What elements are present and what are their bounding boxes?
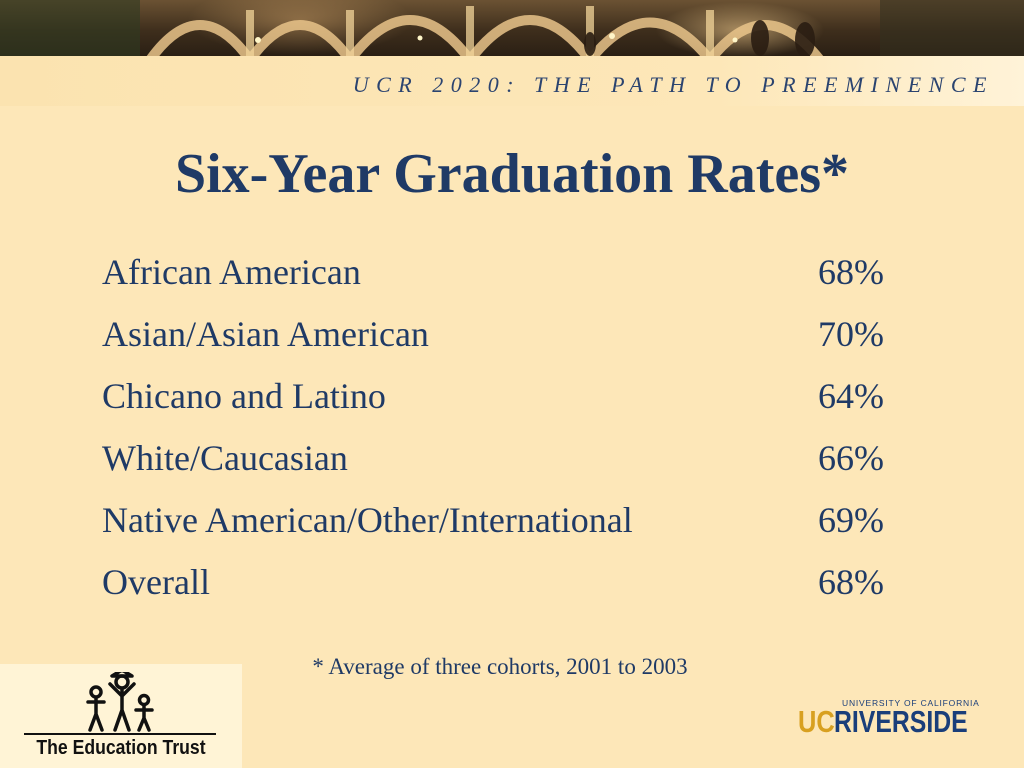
row-value: 68%: [818, 562, 884, 602]
ucr-uc-letters: UC: [798, 704, 835, 739]
row-value: 66%: [818, 438, 884, 478]
table-row: Chicano and Latino 64%: [102, 376, 902, 438]
table-row: White/Caucasian 66%: [102, 438, 902, 500]
row-value: 64%: [818, 376, 884, 416]
row-label: White/Caucasian: [102, 438, 348, 478]
table-row: Asian/Asian American 70%: [102, 314, 902, 376]
table-row: Overall 68%: [102, 562, 902, 624]
footnote: * Average of three cohorts, 2001 to 2003: [312, 654, 688, 679]
row-value: 68%: [818, 252, 884, 292]
header-band: [0, 56, 1024, 106]
table-row: African American 68%: [102, 252, 902, 314]
education-trust-logo: [0, 664, 242, 768]
education-trust-figures-icon: [86, 672, 154, 732]
arches-photo: [0, 0, 1024, 56]
slide-title: Six-Year Graduation Rates*: [174, 143, 850, 205]
header-photo-banner: [0, 0, 1024, 56]
row-value: 69%: [818, 500, 884, 540]
row-label: African American: [102, 252, 361, 292]
education-trust-name: The Education Trust: [36, 737, 206, 759]
row-value: 70%: [818, 314, 884, 354]
row-label: Overall: [102, 562, 210, 602]
ucr-riverside-wordmark: RIVERSIDE: [834, 704, 968, 739]
row-label: Native American/Other/International: [102, 500, 633, 540]
header-tagline: UCR 2020: THE PATH TO PREEMINENCE: [352, 72, 994, 97]
graduation-rates-table: African American 68% Asian/Asian America…: [102, 252, 902, 624]
education-trust-rule: [24, 733, 216, 735]
table-row: Native American/Other/International 69%: [102, 500, 902, 562]
ucr-university-label: UNIVERSITY OF CALIFORNIA: [842, 698, 980, 708]
row-label: Asian/Asian American: [102, 314, 429, 354]
row-label: Chicano and Latino: [102, 376, 386, 416]
